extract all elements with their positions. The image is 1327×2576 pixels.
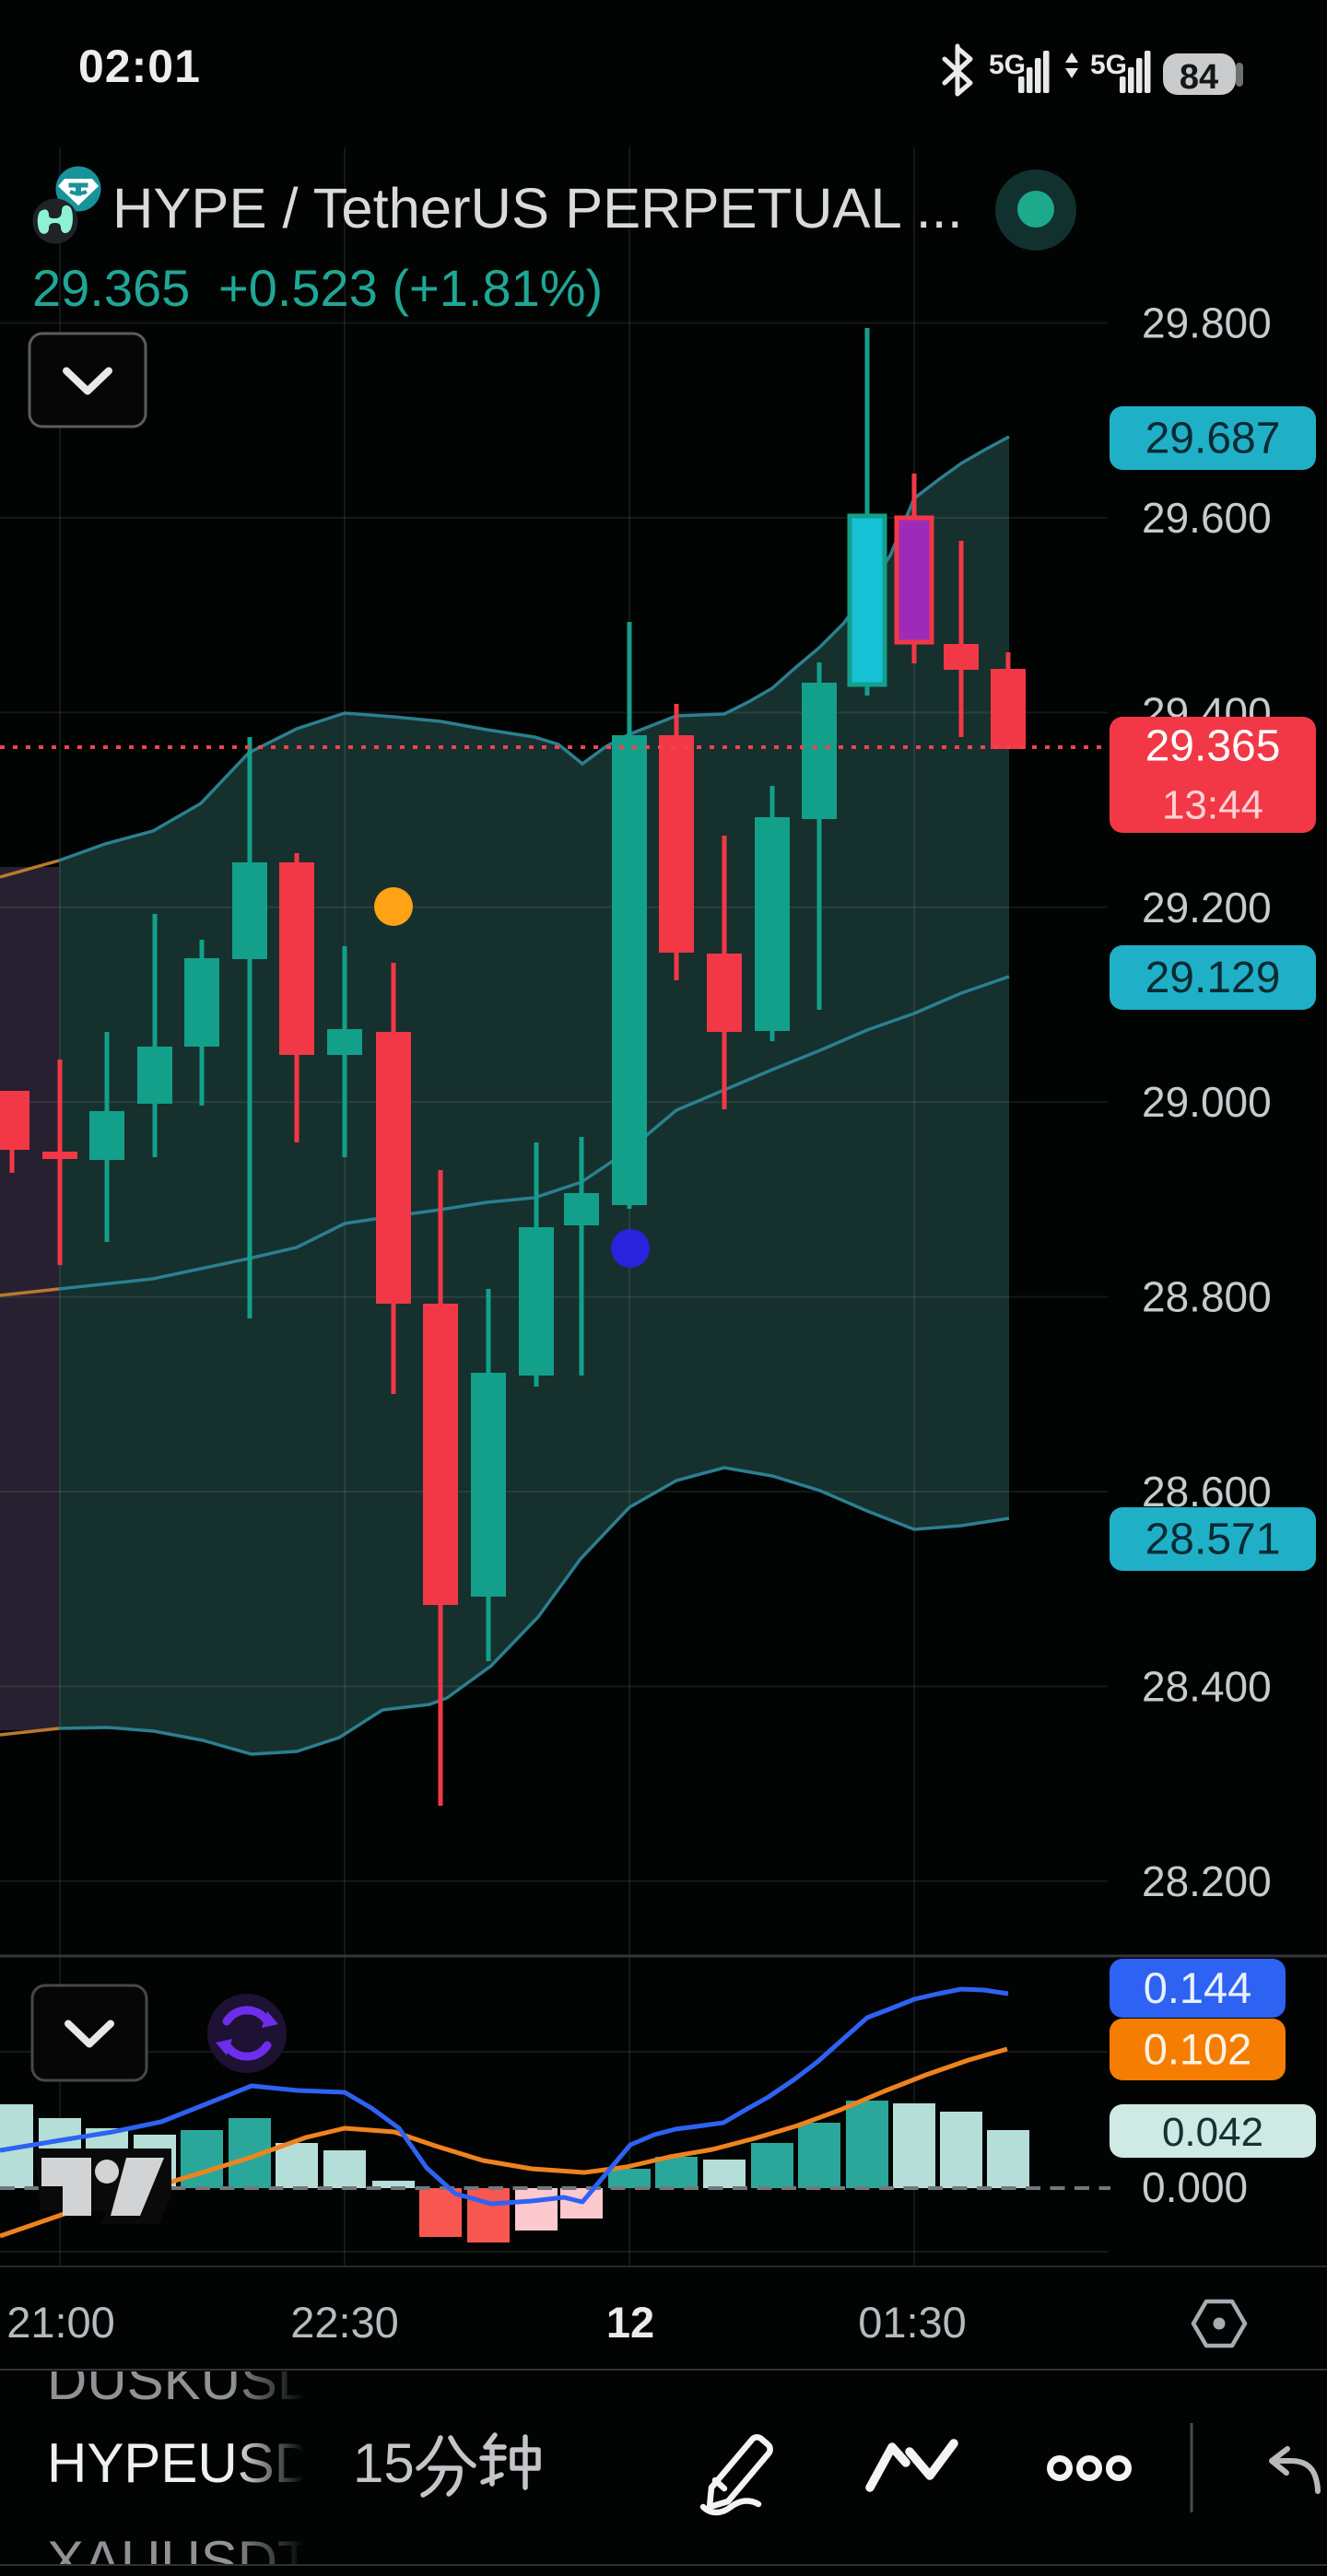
svg-text:12: 12	[606, 2298, 654, 2347]
svg-text:HYPEUSDT: HYPEUSDT	[47, 2432, 348, 2494]
svg-text:84: 84	[1180, 58, 1218, 97]
svg-text:29.000: 29.000	[1142, 1078, 1272, 1126]
svg-text:XAUUSDT.: XAUUSDT.	[47, 2530, 321, 2576]
svg-text:0.144: 0.144	[1144, 1963, 1252, 2012]
svg-text:29.200: 29.200	[1142, 884, 1272, 931]
svg-text:28.571: 28.571	[1145, 1516, 1281, 1564]
svg-text:21:00: 21:00	[6, 2298, 115, 2347]
svg-text:0.042: 0.042	[1162, 2110, 1263, 2155]
svg-text:02:01: 02:01	[78, 41, 201, 92]
svg-text:28.200: 28.200	[1142, 1857, 1272, 1905]
svg-text:01:30: 01:30	[858, 2298, 967, 2347]
svg-text:DUSKUSDT: DUSKUSDT	[47, 2349, 351, 2411]
svg-text:22:30: 22:30	[290, 2298, 399, 2347]
svg-text:29.365: 29.365	[1145, 722, 1281, 771]
svg-text:29.129: 29.129	[1145, 954, 1281, 1002]
svg-text:13:44: 13:44	[1162, 783, 1263, 828]
svg-text:5G: 5G	[1090, 50, 1127, 80]
svg-text:0.102: 0.102	[1144, 2025, 1252, 2074]
svg-text:15: 15	[353, 2432, 415, 2494]
svg-text:28.800: 28.800	[1142, 1273, 1272, 1321]
svg-text:HYPE / TetherUS PERPETUAL ...: HYPE / TetherUS PERPETUAL ...	[112, 177, 963, 240]
svg-text:5G: 5G	[989, 50, 1026, 80]
svg-text:29.800: 29.800	[1142, 299, 1272, 347]
svg-text:0.000: 0.000	[1142, 2163, 1248, 2211]
svg-text:28.400: 28.400	[1142, 1662, 1272, 1710]
svg-text:29.365: 29.365	[32, 259, 190, 317]
svg-text:29.600: 29.600	[1142, 494, 1272, 542]
svg-text:29.687: 29.687	[1145, 415, 1281, 463]
svg-text:+0.523 (+1.81%): +0.523 (+1.81%)	[218, 259, 603, 317]
